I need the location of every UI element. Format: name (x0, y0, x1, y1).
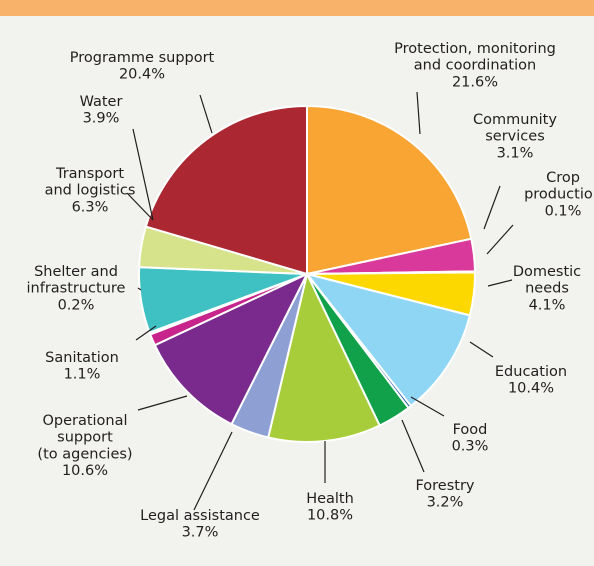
leader-lines (126, 91, 514, 511)
leader-line-crop-production (486, 224, 514, 255)
slice-value-legal-assistance: 3.7% (182, 525, 219, 541)
slice-name-operational-support-to-agencies: Operational (42, 413, 127, 429)
slice-value-crop-production: 0.1% (545, 203, 582, 219)
slice-name-crop-production: production (524, 187, 594, 203)
slice-label-domestic-needs: Domestic needs 4.1% (513, 264, 581, 313)
slice-label-health: Health 10.8% (306, 491, 354, 524)
slice-label-shelter-and-infrastructure: Shelter and infrastructure 0.2% (27, 264, 126, 313)
slice-value-operational-support-to-agencies: 10.6% (62, 463, 108, 479)
slice-label-programme-support: Programme support 20.4% (70, 50, 215, 83)
leader-line-programme-support (199, 94, 213, 134)
header-bar (0, 0, 594, 16)
slice-value-health: 10.8% (307, 508, 353, 524)
slice-name-operational-support-to-agencies: support (57, 430, 113, 446)
slice-labels: Protection, monitoring and coordination 21… (27, 41, 594, 541)
leader-line-operational-support-to-agencies (137, 395, 188, 411)
pie-slice-programme-support (144, 104, 308, 276)
slice-label-forestry: Forestry 3.2% (415, 478, 474, 511)
slice-value-shelter-and-infrastructure: 0.2% (58, 297, 95, 313)
leader-line-transport-and-logistics (126, 192, 154, 221)
slice-name-programme-support: Programme support (70, 50, 215, 66)
slice-name-shelter-and-infrastructure: Shelter and (34, 264, 118, 280)
slice-name-crop-production: Crop (546, 170, 580, 186)
slice-label-education: Education 10.4% (495, 364, 567, 397)
pie-slice-protection-monitoring-and-coordination (306, 104, 473, 276)
slice-name-transport-and-logistics: and logistics (45, 183, 136, 199)
slice-value-transport-and-logistics: 6.3% (72, 199, 109, 215)
pie-slice-education (304, 272, 472, 408)
slice-name-protection-monitoring-and-coordination: and coordination (414, 58, 536, 74)
slice-value-water: 3.9% (83, 111, 120, 127)
leader-line-shelter-and-infrastructure (137, 287, 142, 291)
leader-line-education (469, 341, 494, 358)
slice-name-health: Health (306, 491, 354, 507)
slice-name-community-services: services (485, 129, 545, 145)
leader-line-sanitation (135, 325, 157, 341)
slice-label-crop-production: Cropproduction0.1% (524, 170, 594, 219)
slice-name-legal-assistance: Legal assistance (140, 508, 260, 524)
leader-line-protection-monitoring-and-coordination (416, 91, 421, 135)
slice-label-operational-support-to-agencies: Operational support (to agencies) 10.6% (37, 413, 132, 479)
slice-label-water: Water 3.9% (80, 94, 123, 127)
leader-line-domestic-needs (487, 279, 513, 287)
slice-value-programme-support: 20.4% (119, 67, 165, 83)
slice-name-food: Food (453, 422, 488, 438)
slice-name-education: Education (495, 364, 567, 380)
slice-name-domestic-needs: Domestic (513, 264, 581, 280)
slice-value-protection-monitoring-and-coordination: 21.6% (452, 74, 498, 90)
slice-value-education: 10.4% (508, 381, 554, 397)
slice-name-forestry: Forestry (415, 478, 474, 494)
slice-value-food: 0.3% (452, 439, 489, 455)
slice-label-community-services: Community services 3.1% (473, 112, 557, 161)
slice-name-domestic-needs: needs (525, 281, 569, 297)
slice-name-operational-support-to-agencies: (to agencies) (37, 446, 132, 462)
slice-name-transport-and-logistics: Transport (55, 166, 124, 182)
slice-label-transport-and-logistics: Transport and logistics 6.3% (45, 166, 136, 215)
pie-slice-operational-support-to-agencies (153, 271, 310, 426)
slice-value-domestic-needs: 4.1% (529, 297, 566, 313)
slice-value-forestry: 3.2% (427, 495, 464, 511)
slice-label-protection-monitoring-and-coordination: Protection, monitoring and coordination 21… (394, 41, 556, 90)
leader-line-forestry (401, 419, 425, 473)
leader-line-legal-assistance (193, 431, 233, 511)
leader-line-food (410, 396, 445, 417)
slice-name-protection-monitoring-and-coordination: Protection, monitoring (394, 41, 556, 57)
pie-slices (138, 104, 476, 443)
slice-label-sanitation: Sanitation 1.1% (45, 350, 119, 383)
leader-line-community-services (483, 185, 501, 230)
slice-label-food: Food 0.3% (452, 422, 489, 455)
slice-value-sanitation: 1.1% (64, 367, 101, 383)
slice-label-legal-assistance: Legal assistance 3.7% (140, 508, 260, 541)
slice-name-shelter-and-infrastructure: infrastructure (27, 281, 126, 297)
slice-name-sanitation: Sanitation (45, 350, 119, 366)
slice-value-community-services: 3.1% (497, 145, 534, 161)
leader-line-water (132, 128, 154, 221)
slice-name-water: Water (80, 94, 123, 110)
slice-name-community-services: Community (473, 112, 557, 128)
pie-slice-health (267, 271, 381, 443)
